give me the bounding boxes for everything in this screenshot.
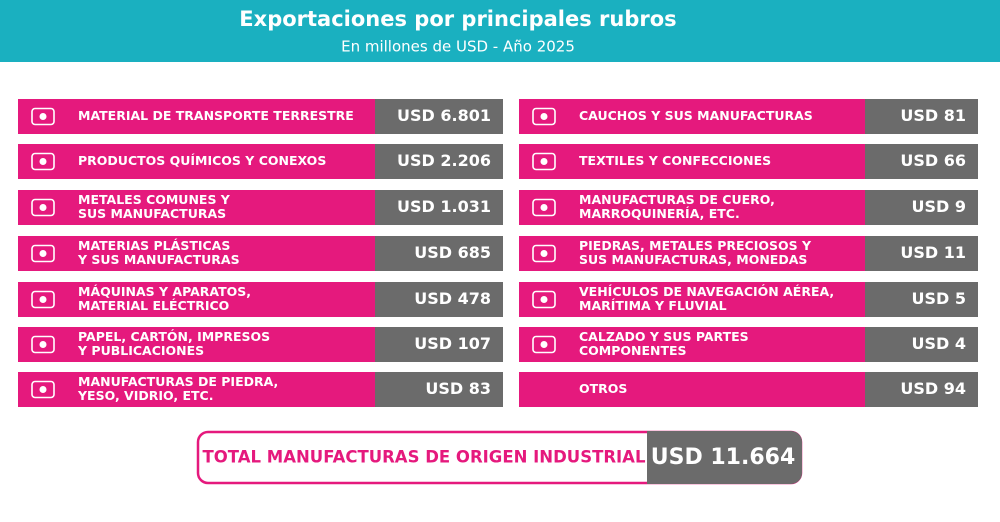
total-value: USD 11.664 <box>651 445 796 470</box>
row-value: USD 478 <box>414 289 491 308</box>
row-icon <box>532 198 556 217</box>
row-label: MATERIAL ELÉCTRICO <box>78 298 229 313</box>
row-value: USD 685 <box>414 243 491 262</box>
row-label-box <box>519 144 865 179</box>
row-label: METALES COMUNES Y <box>78 192 231 207</box>
subtitle: En millones de USD - Año 2025 <box>341 38 575 56</box>
row-label-box <box>18 327 375 362</box>
row-label: CAUCHOS Y SUS MANUFACTURAS <box>579 108 813 123</box>
row-label-box <box>519 372 865 407</box>
row-value-box <box>865 99 978 134</box>
row-icon <box>31 107 55 126</box>
row-value-box <box>865 282 978 317</box>
row-icon <box>532 152 556 171</box>
row-icon-detail <box>39 296 47 303</box>
row-icon-detail <box>39 204 47 211</box>
row-value: USD 4 <box>912 334 967 353</box>
row-value: USD 5 <box>912 289 967 308</box>
row-icon-detail <box>540 296 548 303</box>
row-value-box <box>375 144 503 179</box>
row-value-box <box>375 282 503 317</box>
row-label: VEHÍCULOS DE NAVEGACIÓN AÉREA, <box>579 284 834 299</box>
row-icon-detail <box>540 158 548 165</box>
row-value-box <box>375 99 503 134</box>
row-icon <box>31 152 55 171</box>
row-value: USD 9 <box>912 197 967 216</box>
row-label: SUS MANUFACTURAS <box>78 206 226 221</box>
row-label-box <box>18 99 375 134</box>
row-icon-detail <box>39 386 47 393</box>
row-icon <box>532 335 556 354</box>
row-value-box <box>375 236 503 271</box>
row-value-box <box>375 190 503 225</box>
row-label-box <box>18 144 375 179</box>
row-icon <box>31 198 55 217</box>
row-value: USD 6.801 <box>397 106 491 125</box>
row-icon-detail <box>39 341 47 348</box>
row-value-box <box>865 372 978 407</box>
row-label: MATERIAS PLÁSTICAS <box>78 238 230 253</box>
row-value: USD 66 <box>900 151 966 170</box>
row-icon-detail <box>540 250 548 257</box>
row-icon <box>31 335 55 354</box>
row-label: MANUFACTURAS DE CUERO, <box>579 192 775 207</box>
row-value: USD 1.031 <box>397 197 491 216</box>
row-label: MARROQUINERÍA, ETC. <box>579 206 740 221</box>
row-label-box <box>519 327 865 362</box>
row-value: USD 11 <box>900 243 966 262</box>
row-value-box <box>865 236 978 271</box>
row-value-box <box>865 190 978 225</box>
row-label: MATERIAL DE TRANSPORTE TERRESTRE <box>78 108 354 123</box>
row-icon <box>532 290 556 309</box>
row-value: USD 81 <box>900 106 966 125</box>
row-label-box <box>519 282 865 317</box>
row-label-box <box>18 372 375 407</box>
row-label: MÁQUINAS Y APARATOS, <box>78 284 251 299</box>
row-value-box <box>865 327 978 362</box>
total-label: TOTAL MANUFACTURAS DE ORIGEN INDUSTRIAL <box>203 448 646 467</box>
row-value-box <box>375 372 503 407</box>
row-value-box <box>865 144 978 179</box>
row-label: PRODUCTOS QUÍMICOS Y CONEXOS <box>78 153 326 168</box>
row-label: SUS MANUFACTURAS, MONEDAS <box>579 252 807 267</box>
row-label: CALZADO Y SUS PARTES <box>579 329 749 344</box>
row-value: USD 94 <box>900 379 966 398</box>
row-icon-detail <box>540 341 548 348</box>
row-icon <box>532 244 556 263</box>
row-icon <box>31 290 55 309</box>
total-value-box <box>647 431 802 484</box>
row-icon-detail <box>540 204 548 211</box>
row-label-box <box>519 236 865 271</box>
row-icon-detail <box>39 250 47 257</box>
header-band <box>0 0 1000 62</box>
row-icon <box>31 244 55 263</box>
row-value: USD 83 <box>425 379 491 398</box>
row-label: PIEDRAS, METALES PRECIOSOS Y <box>579 238 812 253</box>
row-label: TEXTILES Y CONFECCIONES <box>579 153 771 168</box>
row-label: MANUFACTURAS DE PIEDRA, <box>78 374 278 389</box>
row-icon <box>31 380 55 399</box>
row-icon-detail <box>39 158 47 165</box>
row-label-box <box>519 99 865 134</box>
row-label: PAPEL, CARTÓN, IMPRESOS <box>78 329 270 344</box>
row-label: COMPONENTES <box>579 343 687 358</box>
row-label-box <box>519 190 865 225</box>
row-label: MARÍTIMA Y FLUVIAL <box>579 298 727 313</box>
row-label-box <box>18 190 375 225</box>
row-label-box <box>18 236 375 271</box>
row-value: USD 107 <box>414 334 491 353</box>
title: Exportaciones por principales rubros <box>239 7 676 31</box>
row-label: Y SUS MANUFACTURAS <box>77 252 240 267</box>
row-icon <box>532 107 556 126</box>
row-icon-detail <box>540 113 548 120</box>
row-value-box <box>375 327 503 362</box>
row-label: Y PUBLICACIONES <box>77 343 204 358</box>
row-icon-detail <box>39 113 47 120</box>
row-value: USD 2.206 <box>397 151 491 170</box>
row-label: OTROS <box>579 381 627 396</box>
row-label: YESO, VIDRIO, ETC. <box>77 388 213 403</box>
row-label-box <box>18 282 375 317</box>
